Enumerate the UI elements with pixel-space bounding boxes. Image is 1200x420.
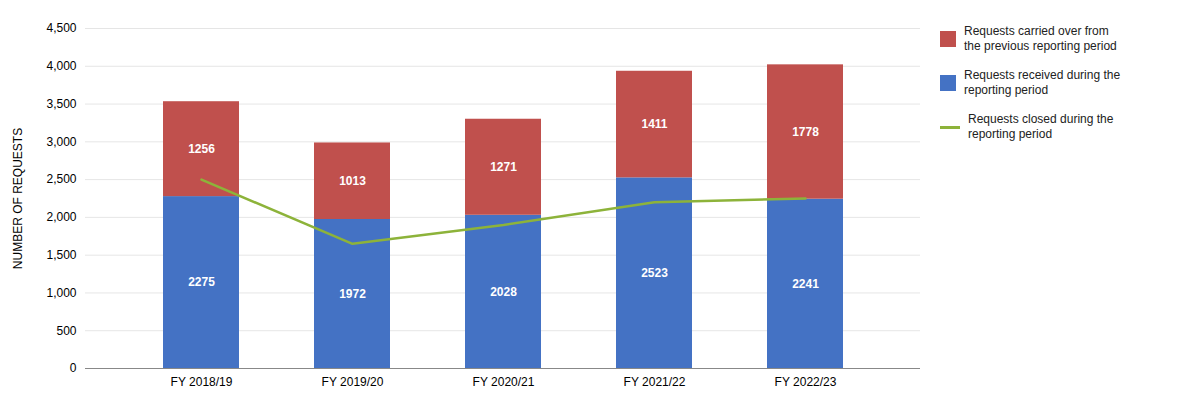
html-text:Requests carried over from the: Requests carried over from the previous … <box>964 24 1117 53</box>
svg-text:2,000: 2,000 <box>46 210 76 224</box>
svg-text:4,000: 4,000 <box>46 59 76 73</box>
svg-text:3,500: 3,500 <box>46 97 76 111</box>
svg-text:1972: 1972 <box>339 287 366 301</box>
svg-text:2028: 2028 <box>490 285 517 299</box>
html-text:Requests received during the r: Requests received during the reporting p… <box>964 68 1121 97</box>
svg-text:2523: 2523 <box>641 266 668 280</box>
svg-text:NUMBER OF REQUESTS: NUMBER OF REQUESTS <box>11 128 25 269</box>
svg-text:FY 2022/23: FY 2022/23 <box>775 375 837 389</box>
svg-text:1,500: 1,500 <box>46 248 76 262</box>
svg-text:2241: 2241 <box>792 277 819 291</box>
html-text:Requests closed during the rep: Requests closed during the reporting per… <box>968 112 1114 141</box>
svg-text:0: 0 <box>70 361 77 375</box>
svg-text:4,500: 4,500 <box>46 21 76 35</box>
svg-text:3,000: 3,000 <box>46 135 76 149</box>
svg-text:FY 2021/22: FY 2021/22 <box>624 375 686 389</box>
svg-text:500: 500 <box>56 324 76 338</box>
svg-text:1,000: 1,000 <box>46 286 76 300</box>
svg-text:1256: 1256 <box>188 142 215 156</box>
svg-text:2275: 2275 <box>188 275 215 289</box>
svg-text:2,500: 2,500 <box>46 172 76 186</box>
svg-text:FY 2020/21: FY 2020/21 <box>473 375 535 389</box>
svg-text:1778: 1778 <box>792 125 819 139</box>
svg-text:1013: 1013 <box>339 174 366 188</box>
svg-text:FY 2019/20: FY 2019/20 <box>322 375 384 389</box>
svg-text:1271: 1271 <box>490 160 517 174</box>
svg-text:FY 2018/19: FY 2018/19 <box>171 375 233 389</box>
svg-text:1411: 1411 <box>641 117 667 131</box>
